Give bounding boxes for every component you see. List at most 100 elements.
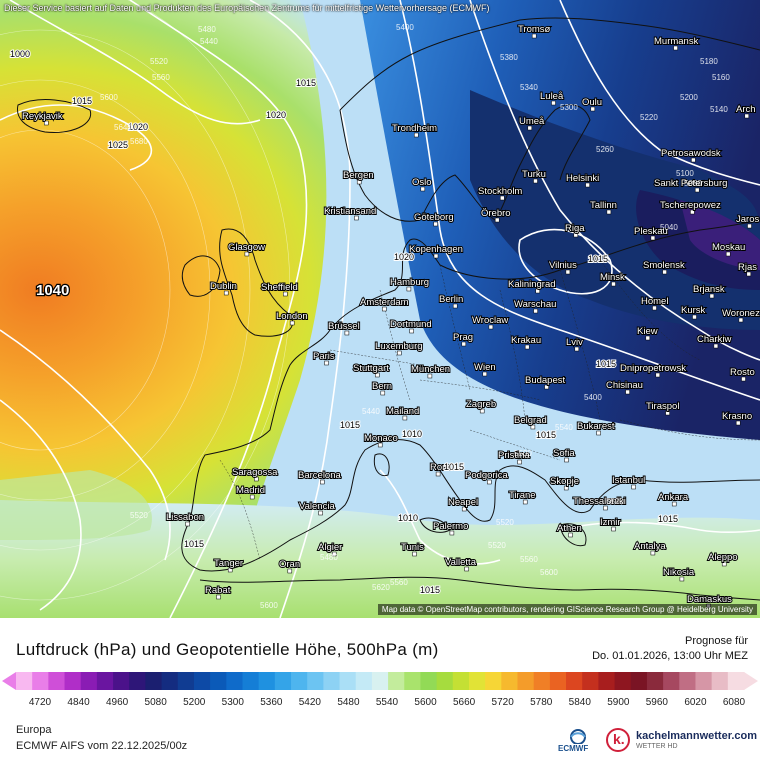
city-barcelona: Barcelona	[297, 469, 342, 485]
city-madrid: Madrid	[235, 484, 266, 500]
city-sheffield: Sheffield	[260, 281, 299, 297]
height-contour-label: 5520	[488, 541, 506, 550]
city-marker-icon	[464, 566, 469, 572]
city-label: Bern	[372, 381, 392, 392]
colorbar-tick-label: 6020	[684, 697, 707, 708]
city-saragossa: Saragossa	[231, 466, 279, 482]
city-marker-icon	[185, 521, 190, 527]
colorbar-swatch	[598, 672, 616, 690]
city-label: Zagreb	[466, 399, 496, 410]
city-label: Rom	[430, 462, 450, 473]
city-marker-icon	[487, 479, 492, 485]
city-marker-icon	[631, 484, 636, 490]
city-marker-icon	[433, 253, 439, 259]
city-marker-icon	[585, 182, 590, 188]
colorbar-swatch	[549, 672, 567, 690]
city-label: Krasno	[722, 411, 752, 422]
city-tromsø: Tromsø	[517, 23, 552, 39]
height-contour-label: 5440	[200, 37, 218, 46]
colorbar-tick-label: 5780	[530, 697, 553, 708]
city-label: Valencia	[299, 501, 335, 512]
city-label: London	[276, 311, 308, 322]
chart-title: Luftdruck (hPa) und Geopotentielle Höhe,…	[16, 640, 439, 659]
city-münchen: München	[410, 363, 451, 379]
city-label: Turku	[522, 169, 546, 180]
city-marker-icon	[679, 576, 685, 582]
colorbar-swatch	[113, 672, 130, 690]
city-label: Tirane	[509, 490, 536, 501]
city-label: Prag	[453, 332, 473, 343]
colorbar-swatch	[193, 672, 211, 690]
city-glasgow: Glasgow	[227, 241, 266, 257]
city-marker-icon	[738, 317, 744, 323]
city-marker-icon	[289, 320, 295, 326]
city-label: Moskau	[712, 242, 745, 253]
city-dublin: Dublin	[209, 280, 238, 296]
height-contour-1	[0, 129, 171, 451]
city-label: Sankt Petersburg	[654, 178, 727, 189]
isobar-label: 1015	[444, 462, 464, 472]
height-contour-label: 5400	[396, 23, 414, 32]
city-marker-icon	[320, 479, 325, 485]
city-label: Istanbul	[612, 475, 645, 486]
city-label: Oslo	[412, 177, 432, 188]
city-berlin: Berlin	[438, 293, 464, 309]
height-contour-label: 5140	[710, 105, 728, 114]
city-label: Reykjavik	[22, 111, 63, 122]
city-marker-icon	[397, 350, 402, 356]
colorbar-swatch	[452, 672, 470, 690]
city-marker-icon	[744, 113, 750, 119]
colorbar-swatch	[161, 672, 179, 690]
city-marker-icon	[603, 505, 608, 511]
colorbar-tick-label: 5840	[568, 697, 591, 708]
height-contour-label: 5600	[540, 568, 558, 577]
weather-map[interactable]: Tromsø Murmansk Reykjavik Luleå Oulu Arch Umeå…	[0, 0, 760, 618]
isobar-label: 1020	[266, 110, 286, 120]
city-label: Paris	[313, 351, 335, 362]
city-label: Lviv	[566, 337, 583, 348]
city-marker-icon	[412, 551, 417, 557]
city-label: Palermo	[433, 521, 468, 532]
city-athen: Athen	[556, 522, 583, 538]
city-charkiw: Charkiw	[696, 333, 732, 349]
isobar-label: 1010	[402, 429, 422, 439]
map-attribution[interactable]: Map data © OpenStreetMap contributors, r…	[377, 604, 757, 615]
colorbar-swatch	[145, 672, 163, 690]
high-pressure-label: 1040	[36, 282, 69, 299]
city-label: Antalya	[634, 541, 666, 552]
city-label: Smolensk	[643, 260, 685, 271]
city-label: Lissabon	[166, 512, 204, 523]
city-label: Luleå	[540, 91, 564, 102]
city-sankt-petersburg: Sankt Petersburg	[653, 177, 728, 193]
city-hamburg: Hamburg	[389, 276, 430, 292]
city-marker-icon	[244, 251, 250, 257]
city-belgrad: Belgrad	[513, 414, 548, 430]
city-podgorica: Podgorica	[464, 469, 509, 485]
colorbar-swatch	[48, 672, 66, 690]
ecmwf-logo[interactable]: ECMWF	[556, 726, 600, 756]
colorbar-swatch	[307, 672, 324, 690]
city-valencia: Valencia	[298, 500, 336, 516]
isobar-11	[559, 521, 760, 533]
isobar-8	[0, 329, 171, 561]
city-label: Podgorica	[465, 470, 508, 481]
city-umeå: Umeå	[518, 115, 546, 131]
kachelmann-logo[interactable]: k. kachelmannwetter.com WETTER HD	[606, 726, 757, 756]
city-marker-icon	[565, 269, 571, 275]
colorbar-swatch	[226, 672, 243, 690]
city-label: Wien	[474, 362, 496, 373]
city-bergen: Bergen	[342, 169, 375, 185]
colorbar-swatch	[436, 672, 454, 690]
city-marker-icon	[533, 178, 538, 184]
city-label: Algier	[318, 542, 342, 553]
isobar-label: 1020	[394, 252, 414, 262]
city-label: Kiew	[637, 326, 658, 337]
city-tiraspol: Tiraspol	[645, 400, 680, 416]
height-contour-label: 5540	[555, 423, 573, 432]
city-markers: Tromsø Murmansk Reykjavik Luleå Oulu Arch Umeå…	[21, 23, 760, 609]
city-label: Rjas	[738, 262, 757, 273]
city-label: Vilnius	[549, 260, 577, 271]
height-contour-label: 5560	[520, 555, 538, 564]
colorbar-swatch	[388, 672, 405, 690]
